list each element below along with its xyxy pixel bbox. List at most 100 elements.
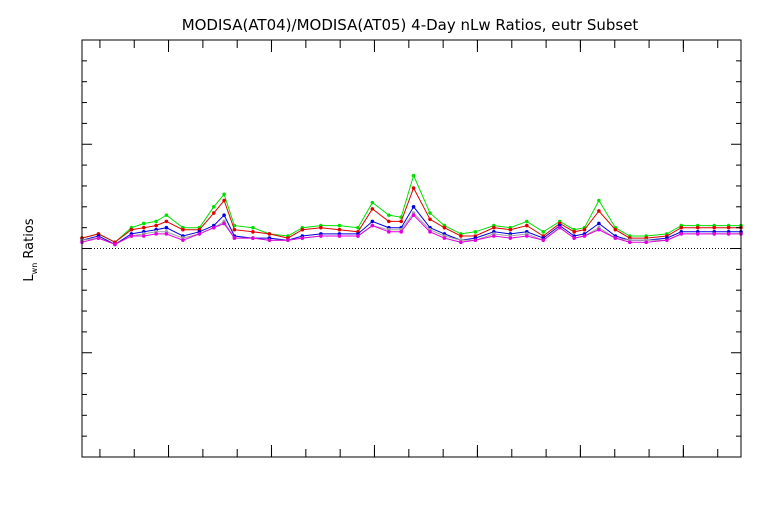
data-point-band5 — [356, 234, 360, 238]
plot-frame — [81, 39, 742, 458]
data-point-band2 — [459, 234, 463, 238]
data-point-band2 — [525, 223, 529, 228]
data-point-band5 — [286, 238, 290, 242]
data-point-band1 — [597, 198, 601, 203]
data-point-band2 — [370, 207, 375, 211]
data-point-band5 — [541, 238, 546, 242]
data-point-band5 — [232, 236, 237, 240]
data-point-band2 — [387, 219, 391, 224]
data-point-band5 — [251, 236, 255, 240]
data-point-band1 — [337, 223, 342, 228]
data-point-band2 — [399, 219, 404, 224]
series-line-band2 — [81, 186, 741, 243]
data-point-band3 — [370, 219, 375, 224]
series-line-band4 — [81, 212, 741, 245]
data-point-band2 — [597, 209, 601, 213]
data-point-band2 — [492, 225, 496, 230]
data-point-band5 — [695, 232, 700, 236]
data-point-band5 — [164, 232, 169, 236]
data-point-band2 — [582, 227, 587, 232]
series-line-band5 — [81, 214, 741, 245]
data-point-band1 — [541, 230, 546, 234]
data-point-band5 — [726, 232, 731, 236]
svg-text:Lwn Ratios: Lwn Ratios — [22, 218, 39, 281]
data-point-band2 — [251, 230, 255, 234]
data-point-band5 — [557, 225, 562, 230]
data-point-band5 — [679, 232, 684, 236]
data-point-band1 — [356, 225, 360, 230]
data-point-band1 — [212, 205, 216, 209]
data-point-band2 — [726, 225, 731, 230]
data-point-band5 — [473, 238, 478, 242]
data-point-band2 — [267, 232, 272, 236]
data-point-band5 — [411, 213, 416, 217]
data-point-band5 — [492, 234, 496, 238]
data-point-band2 — [164, 219, 169, 224]
data-point-band5 — [644, 240, 649, 245]
data-point-band5 — [399, 230, 404, 234]
data-point-band2 — [222, 198, 226, 203]
data-point-band2 — [129, 227, 134, 232]
data-point-band2 — [712, 225, 717, 230]
data-point-band2 — [232, 227, 237, 232]
data-point-band1 — [428, 211, 432, 215]
data-point-band5 — [141, 234, 146, 238]
data-point-band1 — [525, 219, 529, 224]
data-point-band5 — [267, 238, 272, 242]
data-point-band3 — [222, 213, 226, 217]
data-point-band1 — [141, 221, 146, 226]
data-point-band5 — [197, 232, 202, 236]
data-point-band5 — [222, 221, 226, 226]
data-point-band1 — [370, 200, 375, 205]
y-axis-title: Lwn Ratios — [22, 218, 39, 281]
data-point-band2 — [411, 186, 416, 190]
data-point-band5 — [627, 240, 632, 245]
data-point-band1 — [387, 213, 391, 217]
data-point-band5 — [525, 234, 529, 238]
data-point-band2 — [428, 217, 432, 222]
data-point-band1 — [164, 213, 169, 217]
data-point-band3 — [411, 205, 416, 209]
data-point-band5 — [96, 236, 101, 240]
data-point-band2 — [679, 225, 684, 230]
data-point-band5 — [370, 223, 375, 228]
data-point-band3 — [597, 221, 601, 226]
data-point-band5 — [319, 234, 323, 238]
data-point-band2 — [319, 225, 323, 230]
data-point-band5 — [613, 236, 618, 240]
data-point-band5 — [181, 238, 185, 242]
data-point-band2 — [300, 227, 305, 232]
series-line-band1 — [81, 174, 741, 243]
data-point-band5 — [582, 234, 587, 238]
data-point-band2 — [154, 223, 158, 228]
data-point-band5 — [212, 225, 216, 230]
data-point-band2 — [337, 227, 342, 232]
y-axis-title-rest: Ratios — [22, 218, 37, 263]
data-point-band5 — [508, 236, 513, 240]
chart-title: MODISA(AT04)/MODISA(AT05) 4-Day nLw Rati… — [182, 16, 639, 34]
plot-area — [80, 173, 743, 249]
data-point-band1 — [222, 192, 226, 197]
data-point-band2 — [695, 225, 700, 230]
data-point-band5 — [459, 240, 463, 245]
data-point-band5 — [572, 236, 576, 240]
data-point-band2 — [212, 211, 216, 215]
data-point-band5 — [712, 232, 717, 236]
data-point-band2 — [613, 227, 618, 232]
data-point-band2 — [508, 227, 513, 232]
data-point-band5 — [337, 234, 342, 238]
data-point-band5 — [597, 227, 601, 232]
data-point-band2 — [572, 230, 576, 234]
data-point-band1 — [154, 219, 158, 224]
axes — [81, 39, 742, 458]
data-point-band1 — [251, 225, 255, 230]
data-point-band1 — [473, 230, 478, 234]
data-point-band5 — [300, 236, 305, 240]
data-point-band5 — [665, 238, 669, 242]
data-point-band2 — [442, 225, 447, 230]
data-point-band5 — [129, 234, 134, 238]
data-point-band2 — [141, 225, 146, 230]
y-axis-title-main: L — [22, 274, 37, 282]
data-point-band5 — [113, 242, 117, 247]
